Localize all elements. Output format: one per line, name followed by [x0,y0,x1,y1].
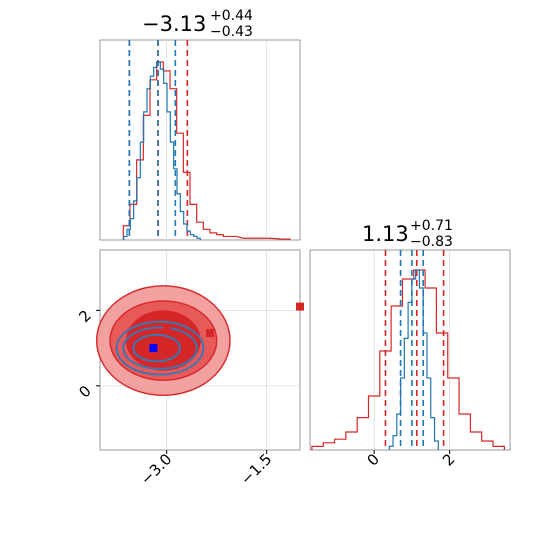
joint-bestfit-red [162,325,171,334]
title-param1-median: −3.13 [142,12,206,36]
hist2-series-red [311,269,505,450]
hist2-frame [309,249,511,451]
title-param2: 1.13 +0.71 −0.83 [362,218,453,250]
joint-marker-red-1 [296,302,304,311]
title-param2-median: 1.13 [362,222,409,246]
xtick-label-param1: −1.5 [237,450,275,488]
title-param1-minus: −0.43 [210,24,253,40]
joint-contour-blue-1 [122,326,198,370]
title-param1: −3.13 +0.44 −0.43 [142,8,253,40]
hist2-series-blue [388,269,439,450]
joint-bestfit-blue [149,344,158,353]
hist2-panel [311,250,505,450]
joint-panel [95,250,304,450]
hist1-panel [122,40,291,240]
ytick-label-param2: 0 [75,382,94,401]
joint-marker-red-0 [206,329,214,338]
xtick-label-param2: 0 [364,450,383,469]
title-param2-minus: −0.83 [410,234,453,250]
hist1-series-blue [123,61,201,240]
joint-contour-blue-0 [115,320,205,376]
xtick-label-param1: −3.0 [137,450,175,488]
title-param1-plus: +0.44 [210,8,253,24]
title-param2-plus: +0.71 [410,218,453,234]
xtick-label-param2: 2 [439,450,458,469]
ytick-label-param2: 2 [75,306,94,325]
joint-contour-blue-2 [132,333,182,363]
